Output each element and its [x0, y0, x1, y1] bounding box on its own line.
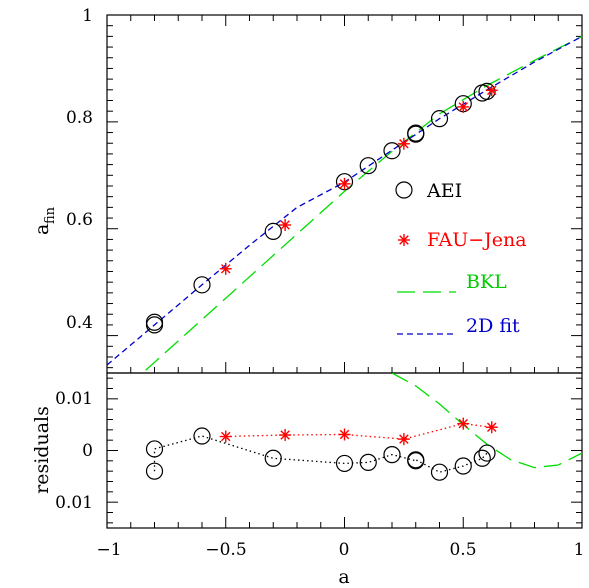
fau-jena-residual-point — [457, 417, 470, 430]
aei-residual-point — [430, 463, 449, 481]
fau-jena-point — [485, 84, 498, 97]
aei-residual-point — [145, 462, 164, 480]
axis-ticks — [106, 15, 583, 528]
y-tick-label-main: 0.6 — [66, 210, 93, 230]
bkl-curve-residuals — [391, 373, 582, 469]
fau-jena-point — [279, 218, 292, 231]
fau-jena-residual-point — [219, 430, 232, 443]
x-tick-label: 0 — [339, 540, 350, 560]
aei-residual-point — [454, 457, 472, 475]
aei-point — [478, 82, 496, 101]
data-markers — [145, 82, 498, 481]
x-tick-label: −1 — [96, 540, 121, 560]
aei-point — [145, 313, 164, 331]
legend: AEI FAU−Jena BKL 2D fit — [395, 180, 527, 337]
y-tick-label-res: 0 — [82, 441, 93, 461]
legend-marker-aei — [395, 181, 413, 199]
x-axis-label: a — [338, 566, 349, 588]
fau-jena-point — [219, 262, 232, 275]
legend-label-2d-fit: 2D fit — [466, 315, 520, 337]
legend-label-bkl: BKL — [466, 271, 507, 293]
aei-point — [264, 222, 282, 241]
bkl-curve-main — [141, 35, 582, 373]
y-axis-label-main: a — [31, 224, 53, 235]
aei-point — [383, 142, 401, 160]
residuals-plot-frame — [106, 372, 583, 529]
aei-point — [430, 110, 449, 128]
fau-jena-residual-point — [279, 429, 292, 441]
aei-point — [407, 125, 425, 143]
aei-residual-point — [383, 446, 401, 464]
y-tick-label-main: 0.4 — [66, 313, 93, 333]
y-tick-label-main: 1 — [82, 6, 93, 26]
x-tick-label: 0.5 — [449, 540, 476, 560]
aei-residual-point — [473, 449, 491, 467]
y-axis-label-subscript: fin — [43, 206, 58, 224]
aei-residual-point — [407, 451, 425, 469]
aei-residual-point — [264, 449, 282, 467]
aei-residual-point — [407, 452, 425, 470]
fau-jena-point — [397, 137, 410, 150]
fau-jena-point — [338, 177, 351, 190]
legend-label-fau-jena: FAU−Jena — [427, 229, 527, 251]
aei-residual-line — [153, 435, 488, 473]
aei-residual-point — [145, 440, 164, 458]
y-tick-label-main: 0.8 — [66, 108, 93, 128]
y-tick-label-res: 0.01 — [55, 493, 93, 513]
aei-point — [193, 276, 211, 294]
aei-residual-point — [193, 427, 211, 445]
legend-marker-fau-jena — [398, 234, 410, 246]
fau-jena-residual-point — [397, 433, 410, 446]
fit-curves — [107, 35, 582, 473]
fau-jena-residual-point — [485, 421, 498, 434]
aei-point — [407, 124, 425, 142]
y-axis-label-residuals: residuals — [31, 406, 53, 494]
legend-label-aei: AEI — [426, 180, 462, 202]
fau-jena-residual-point — [338, 428, 351, 441]
legend-star-glyph — [398, 234, 410, 246]
y-tick-label-res: 0.01 — [55, 389, 93, 409]
aei-point — [359, 157, 377, 175]
fau-jena-residual-line — [225, 422, 492, 440]
fau-jena-point — [457, 100, 470, 113]
x-tick-label: 1 — [574, 540, 585, 560]
aei-residual-point — [478, 444, 496, 462]
aei-residual-point — [359, 453, 377, 471]
aei-residual-point — [335, 454, 354, 473]
x-tick-label: −0.5 — [205, 540, 246, 560]
